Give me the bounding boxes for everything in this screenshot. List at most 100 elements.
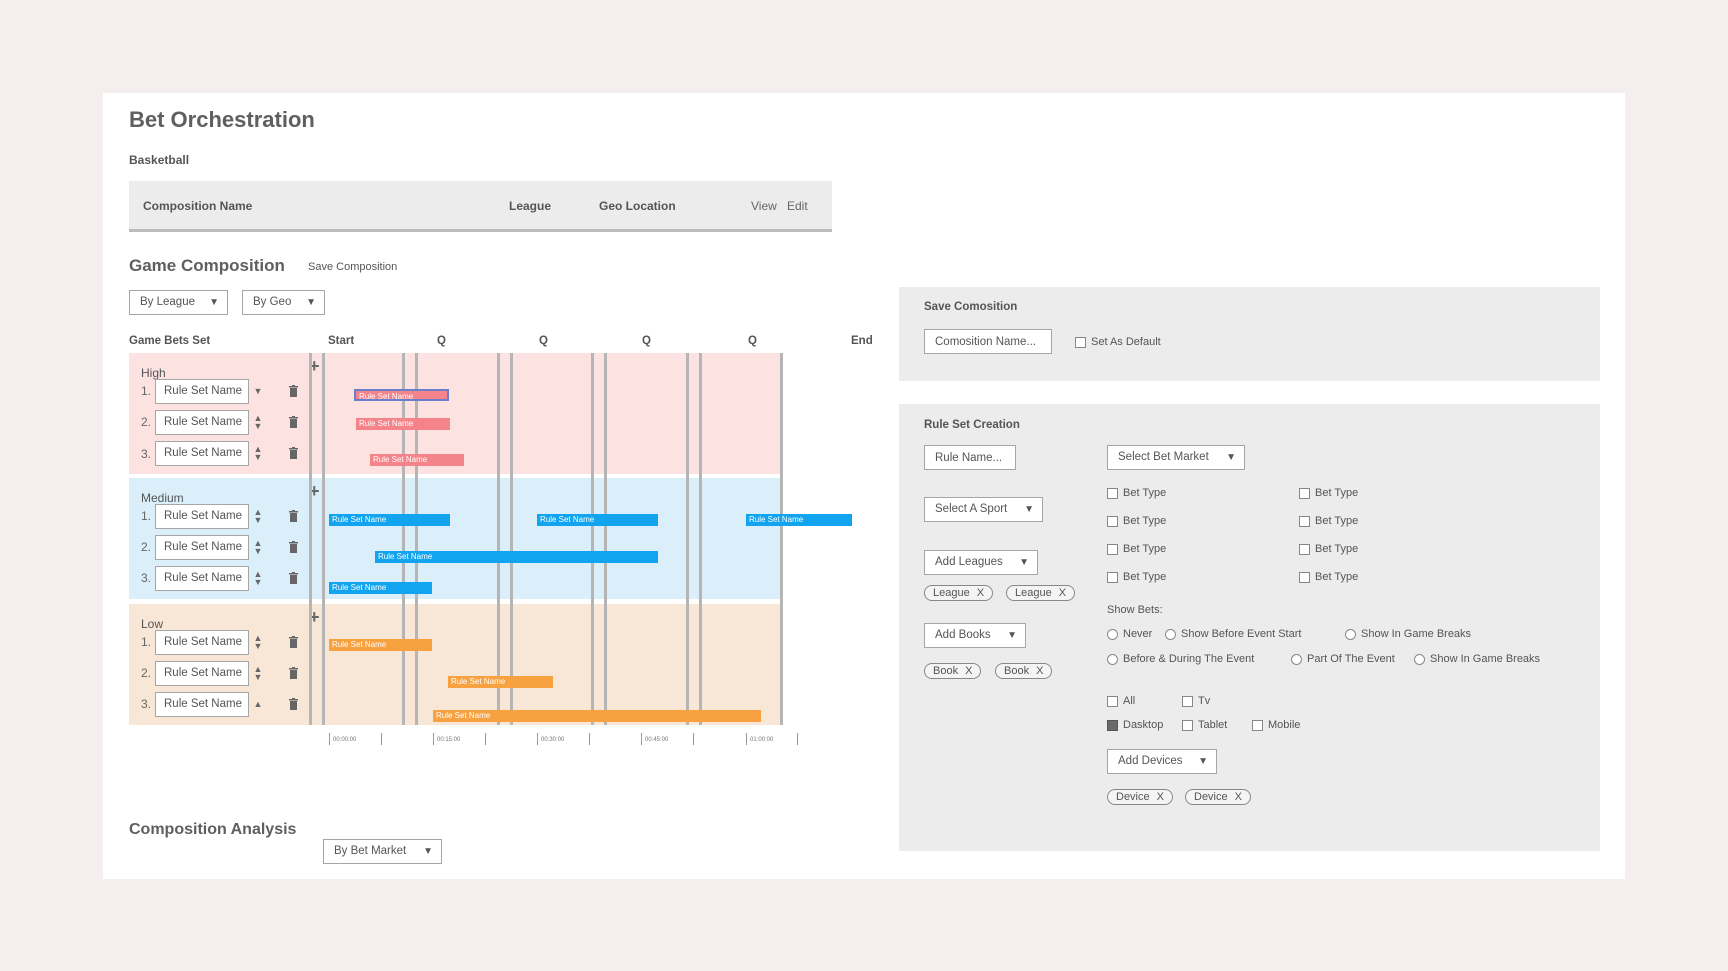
- bet-type-checkbox[interactable]: [1299, 515, 1310, 527]
- select-bet-market-dropdown[interactable]: Select Bet Market ▼: [1107, 445, 1245, 470]
- show-bets-option[interactable]: Show In Game Breaks: [1345, 628, 1471, 640]
- league-tag[interactable]: League X: [1006, 585, 1076, 601]
- remove-x-icon[interactable]: X: [965, 665, 973, 677]
- device-tag[interactable]: Device X: [1185, 789, 1251, 805]
- trash-icon[interactable]: [289, 447, 298, 459]
- trash-icon[interactable]: [289, 385, 298, 397]
- device-desktop-checkbox[interactable]: [1107, 719, 1118, 731]
- device-all-option[interactable]: All: [1107, 695, 1135, 707]
- composition-name-input[interactable]: [924, 329, 1052, 354]
- remove-x-icon[interactable]: X: [1156, 791, 1164, 803]
- timeline-bar-high[interactable]: Rule Set Name: [356, 418, 450, 430]
- device-tablet-checkbox[interactable]: [1182, 719, 1193, 731]
- move-down-icon[interactable]: ▼: [253, 386, 263, 396]
- bet-type-option[interactable]: Bet Type: [1299, 515, 1358, 527]
- add-rule-high-icon[interactable]: +: [309, 356, 320, 376]
- set-as-default-checkbox[interactable]: [1075, 336, 1086, 348]
- rule-set-input[interactable]: Rule Set Name: [155, 379, 249, 404]
- bet-type-checkbox[interactable]: [1107, 571, 1118, 583]
- rule-set-input[interactable]: Rule Set Name: [155, 504, 249, 529]
- timeline-bar-low[interactable]: Rule Set Name: [448, 676, 553, 688]
- show-bets-radio[interactable]: [1165, 628, 1176, 640]
- bet-type-checkbox[interactable]: [1299, 487, 1310, 499]
- rule-name-input[interactable]: [924, 445, 1016, 470]
- remove-x-icon[interactable]: X: [1058, 587, 1067, 599]
- save-composition-link[interactable]: Save Composition: [308, 261, 398, 273]
- move-updown-icon[interactable]: ▲ ▼: [253, 664, 263, 682]
- trash-icon[interactable]: [289, 572, 298, 584]
- bet-type-checkbox[interactable]: [1299, 571, 1310, 583]
- device-tablet-option[interactable]: Tablet: [1182, 719, 1227, 731]
- rule-set-input[interactable]: Rule Set Name: [155, 535, 249, 560]
- bet-type-option[interactable]: Bet Type: [1107, 571, 1166, 583]
- add-books-dropdown[interactable]: Add Books ▼: [924, 623, 1026, 648]
- add-leagues-dropdown[interactable]: Add Leagues ▼: [924, 550, 1038, 575]
- add-devices-dropdown[interactable]: Add Devices ▼: [1107, 749, 1217, 774]
- bet-type-option[interactable]: Bet Type: [1299, 543, 1358, 555]
- device-tv-option[interactable]: Tv: [1182, 695, 1210, 707]
- book-tag[interactable]: Book X: [924, 663, 982, 679]
- remove-x-icon[interactable]: X: [976, 587, 985, 599]
- rule-set-input[interactable]: Rule Set Name: [155, 661, 249, 686]
- by-league-dropdown[interactable]: By League ▼: [129, 290, 228, 315]
- bet-type-checkbox[interactable]: [1107, 543, 1118, 555]
- trash-icon[interactable]: [289, 698, 298, 710]
- device-all-checkbox[interactable]: [1107, 695, 1118, 707]
- show-bets-option[interactable]: Show In Game Breaks: [1414, 653, 1540, 665]
- move-updown-icon[interactable]: ▲ ▼: [253, 538, 263, 556]
- add-rule-low-icon[interactable]: +: [309, 607, 320, 627]
- timeline-bar-high[interactable]: Rule Set Name: [370, 454, 464, 466]
- bet-type-checkbox[interactable]: [1107, 487, 1118, 499]
- device-desktop-option[interactable]: Dasktop: [1107, 719, 1163, 731]
- rule-set-input[interactable]: Rule Set Name: [155, 566, 249, 591]
- show-bets-option[interactable]: Part Of The Event: [1291, 653, 1395, 665]
- device-mobile-option[interactable]: Mobile: [1252, 719, 1300, 731]
- timeline-bar-low[interactable]: Rule Set Name: [433, 710, 761, 722]
- trash-icon[interactable]: [289, 636, 298, 648]
- device-tag[interactable]: Device X: [1107, 789, 1173, 805]
- move-updown-icon[interactable]: ▲ ▼: [253, 413, 263, 431]
- move-updown-icon[interactable]: ▲ ▼: [253, 569, 263, 587]
- bet-type-option[interactable]: Bet Type: [1107, 515, 1166, 527]
- league-tag[interactable]: League X: [924, 585, 994, 601]
- edit-link[interactable]: Edit: [787, 199, 808, 213]
- remove-x-icon[interactable]: X: [1036, 665, 1044, 677]
- timeline-bar-high[interactable]: Rule Set Name: [354, 389, 449, 401]
- rule-set-input[interactable]: Rule Set Name: [155, 410, 249, 435]
- bet-type-option[interactable]: Bet Type: [1299, 487, 1358, 499]
- timeline-bar-medium[interactable]: Rule Set Name: [537, 514, 658, 526]
- show-bets-radio[interactable]: [1345, 628, 1356, 640]
- rule-set-input[interactable]: Rule Set Name: [155, 441, 249, 466]
- show-bets-radio[interactable]: [1107, 628, 1118, 640]
- show-bets-radio[interactable]: [1107, 653, 1118, 665]
- book-tag[interactable]: Book X: [995, 663, 1053, 679]
- by-geo-dropdown[interactable]: By Geo ▼: [242, 290, 325, 315]
- timeline-bar-medium[interactable]: Rule Set Name: [375, 551, 658, 563]
- select-sport-dropdown[interactable]: Select A Sport ▼: [924, 497, 1043, 522]
- bet-type-option[interactable]: Bet Type: [1107, 543, 1166, 555]
- bet-type-checkbox[interactable]: [1299, 543, 1310, 555]
- move-up-icon[interactable]: ▲: [253, 699, 263, 709]
- view-link[interactable]: View: [751, 199, 777, 213]
- timeline-bar-medium[interactable]: Rule Set Name: [746, 514, 852, 526]
- move-updown-icon[interactable]: ▲ ▼: [253, 444, 263, 462]
- device-tv-checkbox[interactable]: [1182, 695, 1193, 707]
- trash-icon[interactable]: [289, 416, 298, 428]
- bet-type-checkbox[interactable]: [1107, 515, 1118, 527]
- device-mobile-checkbox[interactable]: [1252, 719, 1263, 731]
- timeline-bar-medium[interactable]: Rule Set Name: [329, 582, 432, 594]
- move-updown-icon[interactable]: ▲ ▼: [253, 507, 263, 525]
- show-bets-option[interactable]: Before & During The Event: [1107, 653, 1254, 665]
- move-updown-icon[interactable]: ▲ ▼: [253, 633, 263, 651]
- trash-icon[interactable]: [289, 667, 298, 679]
- timeline-bar-medium[interactable]: Rule Set Name: [329, 514, 450, 526]
- remove-x-icon[interactable]: X: [1234, 791, 1242, 803]
- bet-type-option[interactable]: Bet Type: [1299, 571, 1358, 583]
- rule-set-input[interactable]: Rule Set Name: [155, 692, 249, 717]
- bet-type-option[interactable]: Bet Type: [1107, 487, 1166, 499]
- show-bets-option[interactable]: Show Before Event Start: [1165, 628, 1301, 640]
- add-rule-medium-icon[interactable]: +: [309, 481, 320, 501]
- show-bets-radio[interactable]: [1291, 653, 1302, 665]
- by-bet-market-dropdown[interactable]: By Bet Market ▼: [323, 839, 442, 864]
- trash-icon[interactable]: [289, 510, 298, 522]
